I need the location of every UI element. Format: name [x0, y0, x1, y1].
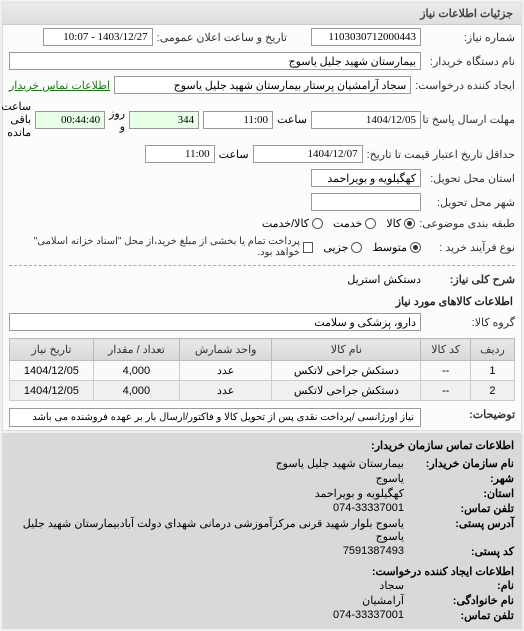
- c-name-label: نام:: [404, 579, 514, 592]
- pay-check[interactable]: پرداخت تمام یا بخشی از مبلغ خرید،از محل …: [9, 236, 313, 258]
- col-unit: واحد شمارش: [179, 339, 271, 361]
- city-label: شهر محل تحویل:: [425, 196, 515, 209]
- c-city-value: یاسوج: [376, 472, 404, 485]
- c-address-value: یاسوج بلوار شهید قرنی مرکزآموزشی درمانی …: [10, 517, 404, 543]
- radio-dot-icon: [404, 218, 415, 229]
- category-label: طبقه بندی موضوعی:: [419, 217, 515, 230]
- panel-title: جزئیات اطلاعات نیاز: [3, 3, 521, 25]
- radio-dot-icon: [351, 242, 362, 253]
- c-province-value: کهگیلویه و بویراحمد: [315, 487, 404, 500]
- details-panel: جزئیات اطلاعات نیاز شماره نیاز: تاریخ و …: [2, 2, 522, 431]
- need-no-input[interactable]: [311, 28, 421, 46]
- table-row[interactable]: 2 -- دستکش جراحی لاتکس عدد 4,000 1404/12…: [10, 381, 515, 401]
- col-qty: تعداد / مقدار: [93, 339, 179, 361]
- radio-medium[interactable]: متوسط: [372, 241, 421, 254]
- deadline-label: مهلت ارسال پاسخ تا تاریخ:: [425, 113, 515, 126]
- radio-kala-khedmat[interactable]: کالا/خدمت: [262, 217, 323, 230]
- contact-link[interactable]: اطلاعات تماس خریدار: [9, 79, 110, 92]
- validity-label: حداقل تاریخ اعتبار قیمت تا تاریخ:: [367, 148, 515, 161]
- c-name-value: سجاد: [379, 579, 404, 592]
- contact-sub-header: اطلاعات ایجاد کننده درخواست:: [10, 565, 514, 578]
- goods-group-input[interactable]: [9, 313, 421, 331]
- row-desc: توضیحات: نیاز اورژانسی /پرداخت نقدی پس ا…: [3, 405, 521, 430]
- c-phone-value: 074-33337001: [333, 502, 404, 515]
- goods-group-label: گروه کالا:: [425, 316, 515, 329]
- desc-label: توضیحات:: [425, 408, 515, 421]
- col-code: کد کالا: [421, 339, 471, 361]
- category-radio-group: کالا خدمت کالا/خدمت: [262, 217, 415, 230]
- radio-kala[interactable]: کالا: [386, 217, 415, 230]
- radio-dot-icon: [312, 218, 323, 229]
- row-goods-group: گروه کالا:: [3, 310, 521, 334]
- province-input[interactable]: [311, 169, 421, 187]
- row-device: نام دستگاه خریدار:: [3, 49, 521, 73]
- row-requester: ایجاد کننده درخواست: اطلاعات تماس خریدار: [3, 73, 521, 97]
- requester-input[interactable]: [114, 76, 411, 94]
- province-label: استان محل تحویل:: [425, 172, 515, 185]
- c-phone-label: تلفن تماس:: [404, 502, 514, 515]
- deadline-date[interactable]: [311, 111, 421, 129]
- c-family-value: آرامشیان: [362, 594, 404, 607]
- row-province: استان محل تحویل:: [3, 166, 521, 190]
- contact-header: اطلاعات تماس سازمان خریدار:: [10, 439, 514, 452]
- device-input[interactable]: [9, 52, 421, 70]
- radio-partial[interactable]: جزیی: [323, 241, 362, 254]
- checkbox-icon: [303, 242, 313, 253]
- c-family-label: نام خانوادگی:: [404, 594, 514, 607]
- announce-input[interactable]: [43, 28, 153, 46]
- col-row: ردیف: [470, 339, 514, 361]
- divider: [9, 265, 515, 266]
- validity-time-label: ساعت: [219, 148, 249, 161]
- table-header-row: ردیف کد کالا نام کالا واحد شمارش تعداد /…: [10, 339, 515, 361]
- device-label: نام دستگاه خریدار:: [425, 55, 515, 68]
- col-date: تاریخ نیاز: [10, 339, 94, 361]
- radio-dot-icon: [410, 242, 421, 253]
- radio-dot-icon: [365, 218, 376, 229]
- need-title-label: شرح کلی نیاز:: [425, 273, 515, 286]
- c-phone2-value: 074-33337001: [333, 609, 404, 622]
- c-postal-value: 7591387493: [343, 545, 404, 558]
- items-table: ردیف کد کالا نام کالا واحد شمارش تعداد /…: [9, 338, 515, 401]
- row-need-no: شماره نیاز: تاریخ و ساعت اعلان عمومی:: [3, 25, 521, 49]
- row-deadline: مهلت ارسال پاسخ تا تاریخ: ساعت روز و ساع…: [3, 97, 521, 142]
- c-city-label: شهر:: [404, 472, 514, 485]
- c-postal-label: کد پستی:: [404, 545, 514, 558]
- c-address-label: آدرس پستی:: [404, 517, 514, 543]
- process-label: نوع فرآیند خرید :: [425, 241, 515, 254]
- need-no-label: شماره نیاز:: [425, 31, 515, 44]
- org-value: بیمارستان شهید جلیل یاسوج: [276, 457, 404, 470]
- deadline-days[interactable]: [129, 111, 199, 129]
- announce-label: تاریخ و ساعت اعلان عمومی:: [157, 31, 287, 44]
- city-input[interactable]: [311, 193, 421, 211]
- need-title-value: دستکش استریل: [347, 273, 421, 286]
- deadline-time[interactable]: [203, 111, 273, 129]
- c-phone2-label: تلفن تماس:: [404, 609, 514, 622]
- validity-date[interactable]: [253, 145, 363, 163]
- deadline-remaining[interactable]: [35, 111, 105, 129]
- org-label: نام سازمان خریدار:: [404, 457, 514, 470]
- items-section-title: اطلاعات کالاهای مورد نیاز: [3, 289, 521, 310]
- row-process: نوع فرآیند خرید : متوسط جزیی پرداخت تمام…: [3, 233, 521, 261]
- c-province-label: استان:: [404, 487, 514, 500]
- desc-text: نیاز اورژانسی /پرداخت نقدی پس از تحویل ک…: [9, 408, 421, 427]
- table-row[interactable]: 1 -- دستکش جراحی لاتکس عدد 4,000 1404/12…: [10, 361, 515, 381]
- row-category: طبقه بندی موضوعی: کالا خدمت کالا/خدمت: [3, 214, 521, 233]
- deadline-time-label: ساعت: [277, 113, 307, 126]
- remaining-label: ساعت باقی مانده: [1, 100, 31, 139]
- row-city: شهر محل تحویل:: [3, 190, 521, 214]
- validity-time[interactable]: [145, 145, 215, 163]
- process-radio-group: متوسط جزیی پرداخت تمام یا بخشی از مبلغ خ…: [9, 236, 421, 258]
- row-need-title: شرح کلی نیاز: دستکش استریل: [3, 270, 521, 289]
- radio-khedmat[interactable]: خدمت: [333, 217, 376, 230]
- requester-label: ایجاد کننده درخواست:: [415, 79, 515, 92]
- col-name: نام کالا: [272, 339, 421, 361]
- days-label: روز و: [109, 107, 125, 133]
- row-validity: حداقل تاریخ اعتبار قیمت تا تاریخ: ساعت: [3, 142, 521, 166]
- contact-panel: اطلاعات تماس سازمان خریدار: نام سازمان خ…: [2, 433, 522, 629]
